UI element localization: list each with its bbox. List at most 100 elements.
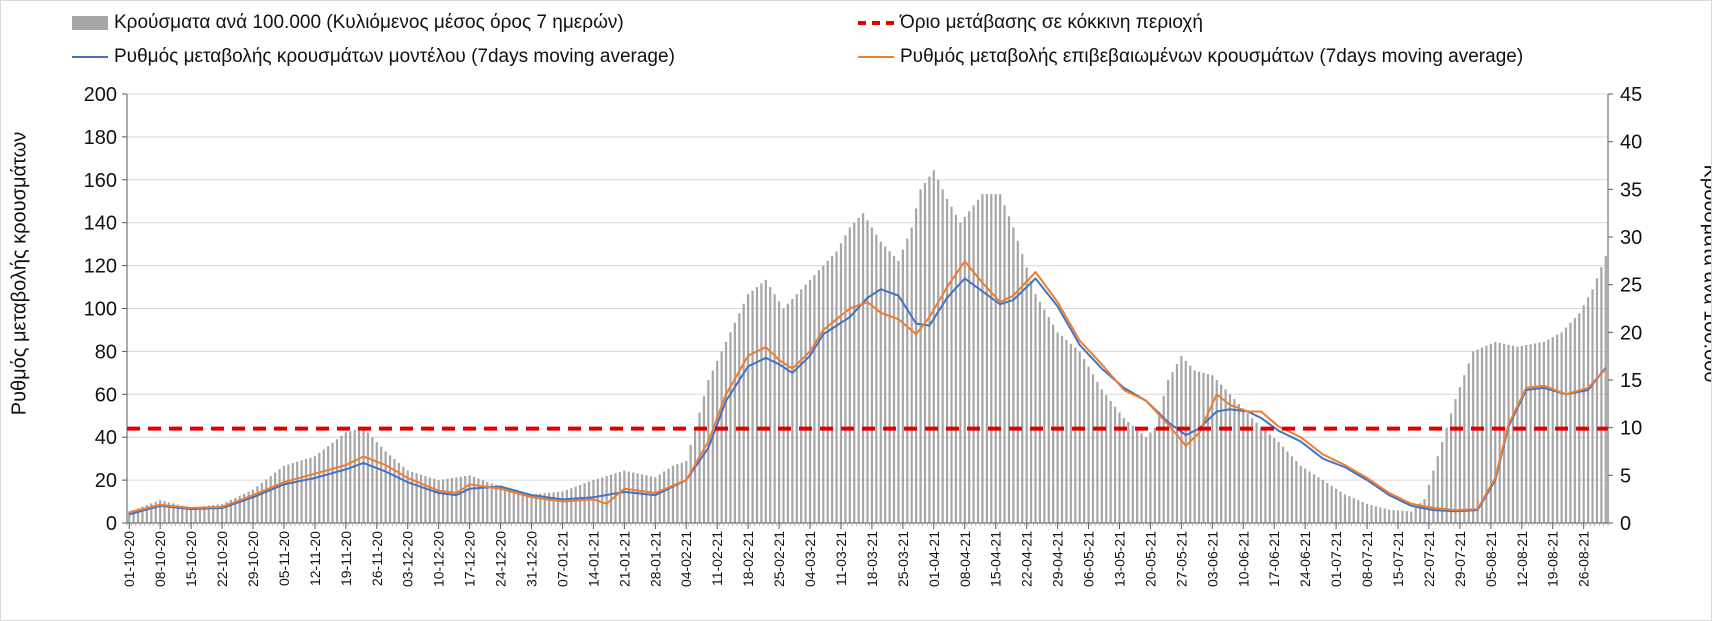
bar [716,360,719,523]
bar [472,476,476,523]
y-tick-label-left: 40 [95,427,117,449]
bar [1591,289,1594,523]
bar [751,290,754,523]
bar [742,303,745,523]
bar [194,507,197,523]
bar [1167,380,1170,523]
bar [556,491,560,523]
bar [1162,395,1165,523]
bar [274,472,277,523]
bar [181,505,184,523]
y-tick-label-right: 35 [1620,179,1642,201]
bar [1144,437,1148,523]
bar [1317,477,1320,523]
bar [773,294,776,523]
bar [1454,399,1457,523]
bar [1405,511,1408,523]
bar [1224,389,1227,523]
bar [229,499,232,523]
bar [1374,506,1378,523]
bar [256,486,259,523]
bar [1242,408,1245,523]
bar [508,488,511,523]
bar [331,442,334,523]
bar [318,452,321,523]
x-tick-label: 12-11-20 [307,531,323,586]
bar [1268,434,1271,523]
bar [892,256,896,523]
bar [1202,372,1205,523]
x-tick-label: 29-07-21 [1452,531,1468,587]
x-tick-label: 26-11-20 [369,531,385,586]
bar [1427,484,1431,523]
bar [1277,441,1280,523]
bar [857,217,860,523]
bar [371,437,374,523]
bar [172,503,175,523]
bar [826,260,829,523]
bar [539,493,542,523]
bar [521,492,524,523]
bar [1587,297,1590,523]
bar [813,275,816,523]
bar [150,503,153,523]
x-tick-label: 10-12-20 [431,531,447,587]
bar [296,461,299,523]
bar [1069,343,1072,523]
bar [693,428,697,523]
bar [441,479,445,523]
bar [1573,318,1576,523]
x-tick-label: 15-04-21 [988,531,1004,587]
bar [800,289,803,523]
bar [1304,468,1307,523]
bar [1529,344,1532,523]
bar [353,430,356,523]
bar [579,485,582,523]
bar [1220,384,1223,523]
bar [450,478,454,523]
bar [937,179,940,524]
bar [455,477,458,523]
bar [685,461,688,523]
bar [1065,339,1068,523]
bar [976,199,980,523]
bar [269,476,272,523]
bar [720,351,723,523]
bar [1047,317,1050,523]
bar [1357,500,1360,523]
bar [1237,403,1240,523]
bar [1480,347,1484,523]
x-tick-label: 08-10-20 [152,531,168,587]
bar [667,468,670,523]
bar [910,227,913,523]
legend-confirmed-swatch [858,56,894,58]
bar [481,480,484,523]
bar [636,473,639,523]
bar [698,412,701,523]
bar [216,504,219,523]
bar [1136,429,1139,523]
bar [1511,345,1515,523]
bar [844,235,847,523]
x-tick-label: 24-06-21 [1297,531,1313,587]
bar [1273,438,1276,523]
bar [729,332,732,523]
bar [393,459,396,523]
bar [282,465,286,523]
legend-model-label: Ρυθμός μεταβολής κρουσμάτων μοντέλου (7d… [114,46,675,67]
bar [724,341,728,523]
bar [1012,227,1015,523]
bar [1414,507,1417,523]
bar [530,494,533,523]
x-tick-label: 05-08-21 [1483,531,1499,587]
legend-model-swatch [72,56,108,58]
bar [154,501,157,523]
bar [203,506,206,523]
bar [411,471,414,523]
bar [835,251,838,524]
bar [335,439,339,523]
bar [618,471,622,523]
bar [1489,343,1492,523]
bar [1449,413,1453,523]
bar [1436,456,1439,523]
